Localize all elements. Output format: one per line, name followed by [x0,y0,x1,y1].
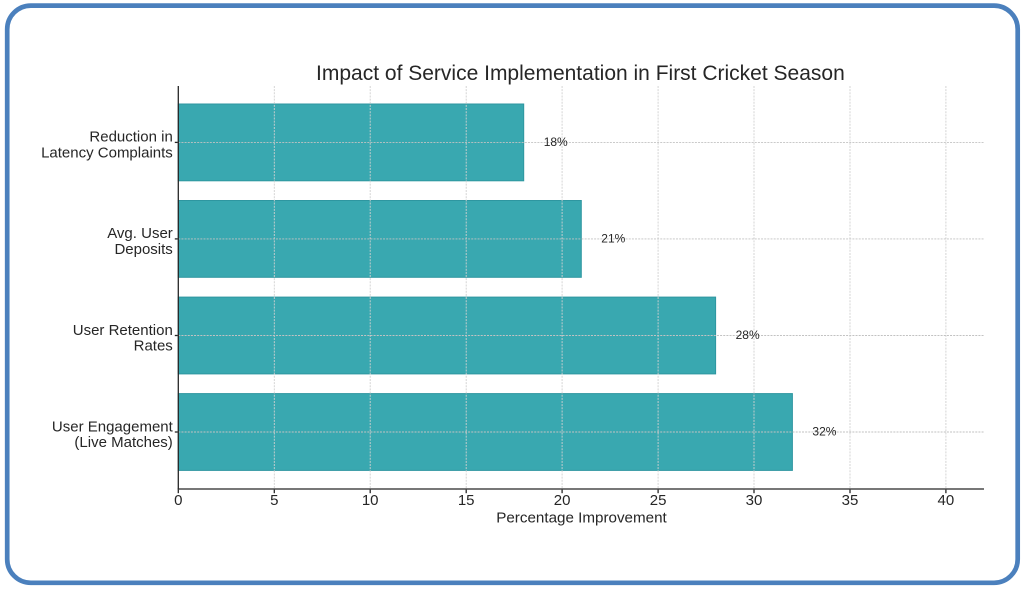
svg-text:5: 5 [270,492,278,509]
svg-text:21%: 21% [601,231,625,245]
svg-text:Deposits: Deposits [114,241,172,258]
svg-text:30: 30 [746,492,763,509]
svg-text:Rates: Rates [134,338,173,355]
svg-text:40: 40 [938,492,955,509]
svg-text:0: 0 [174,492,182,509]
svg-text:Reduction in: Reduction in [89,129,172,146]
svg-text:Latency Complaints: Latency Complaints [41,144,173,161]
svg-text:User Engagement: User Engagement [52,418,174,435]
svg-text:28%: 28% [736,328,760,342]
svg-text:25: 25 [650,492,667,509]
svg-text:Impact of Service Implementati: Impact of Service Implementation in Firs… [316,62,845,85]
svg-text:35: 35 [842,492,859,509]
svg-text:32%: 32% [812,425,836,439]
svg-text:Percentage Improvement: Percentage Improvement [496,510,667,527]
svg-text:18%: 18% [544,135,568,149]
svg-text:User Retention: User Retention [73,322,173,339]
svg-text:10: 10 [362,492,379,509]
svg-text:20: 20 [554,492,571,509]
svg-text:Avg. User: Avg. User [107,225,173,242]
svg-text:15: 15 [458,492,475,509]
svg-text:(Live Matches): (Live Matches) [74,434,172,451]
